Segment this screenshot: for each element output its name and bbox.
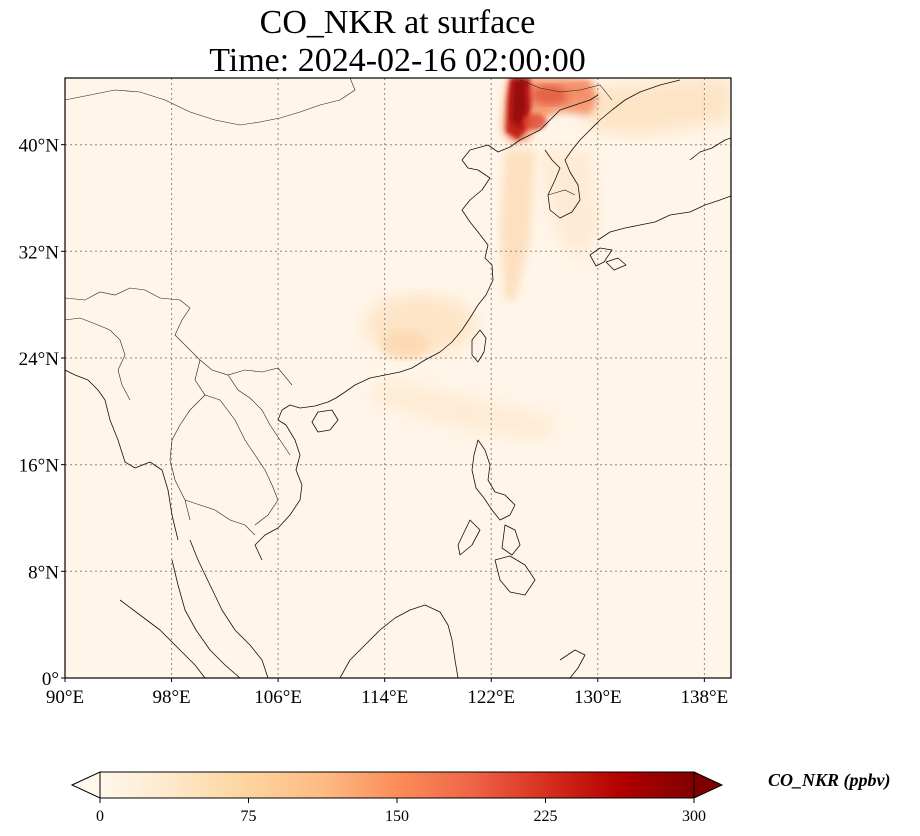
lat-tick-label: 0° xyxy=(42,669,59,690)
colorbar-tick-label: 150 xyxy=(385,808,409,825)
map-title: CO_NKR at surface xyxy=(259,4,536,41)
colorbar-tick-label: 300 xyxy=(682,808,706,825)
colorbar-extend-max xyxy=(693,771,724,799)
country-borders xyxy=(65,78,613,536)
colorbar-extend-min xyxy=(70,771,101,799)
map-frame xyxy=(64,77,732,679)
lat-tick-label: 40°N xyxy=(19,136,60,157)
lon-tick-label: 106°E xyxy=(254,687,302,708)
coastlines xyxy=(65,79,731,678)
lon-tick-label: 114°E xyxy=(361,687,408,708)
lat-tick-label: 16°N xyxy=(19,456,60,477)
lon-tick-label: 130°E xyxy=(574,687,622,708)
lon-tick-label: 90°E xyxy=(46,687,84,708)
plume-layer xyxy=(365,78,731,440)
longitude-axis: 90°E 98°E 106°E 114°E 122°E 130°E 138°E xyxy=(46,678,728,708)
lat-tick-label: 8°N xyxy=(28,562,59,583)
colorbar-tick-label: 0 xyxy=(96,808,104,825)
graticule xyxy=(65,78,731,678)
colorbar-ramp xyxy=(100,772,694,798)
lon-tick-label: 122°E xyxy=(467,687,515,708)
colorbar-label: CO_NKR (ppbv) xyxy=(768,770,891,790)
lon-tick-label: 138°E xyxy=(681,687,729,708)
concentration-field xyxy=(65,78,731,678)
map-subtitle-time: Time: 2024-02-16 02:00:00 xyxy=(209,42,586,79)
colorbar: 0 75 150 225 300 xyxy=(70,771,724,825)
colorbar-tick-label: 225 xyxy=(534,808,558,825)
colorbar-tick-label: 75 xyxy=(241,808,257,825)
lon-tick-label: 98°E xyxy=(152,687,190,708)
lat-tick-label: 24°N xyxy=(19,349,60,370)
latitude-axis: 0° 8°N 16°N 24°N 32°N 40°N xyxy=(19,136,65,690)
lat-tick-label: 32°N xyxy=(19,242,60,263)
